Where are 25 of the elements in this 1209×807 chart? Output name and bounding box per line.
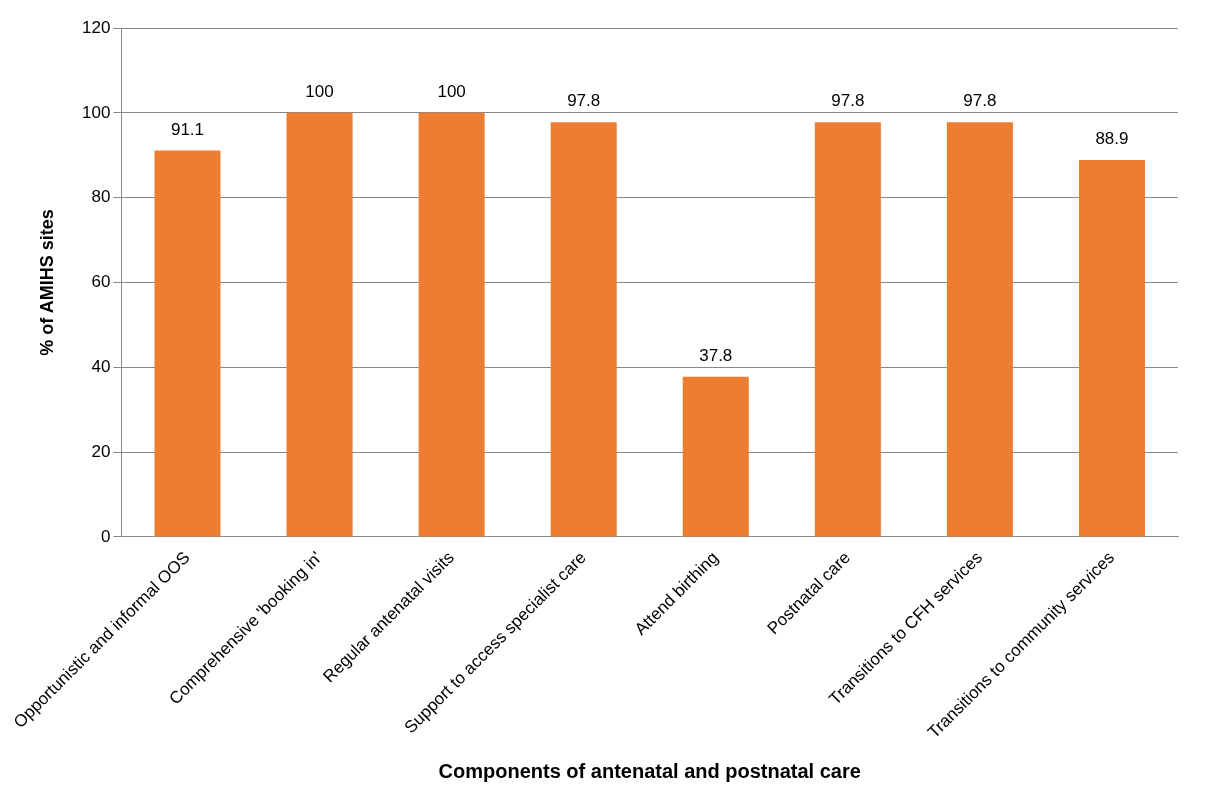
y-tick-label: 0 [100,526,111,546]
y-tick-label: 100 [82,102,111,122]
y-tick-label: 40 [91,357,111,377]
bar [418,112,485,537]
y-tick-label: 80 [91,187,111,207]
bar [154,150,221,537]
y-axis-title: % of AMIHS sites [37,209,58,356]
x-axis-title: Components of antenatal and postnatal care [438,759,861,782]
bar [814,122,881,537]
y-tick-label: 20 [91,441,111,461]
data-label: 91.1 [170,119,205,139]
data-label: 88.9 [1095,129,1129,149]
data-label: 100 [305,82,334,102]
data-label: 97.8 [831,91,865,111]
data-label: 100 [437,82,466,102]
y-tick-label: 60 [91,272,111,292]
data-label: 37.8 [699,345,733,365]
bar [946,122,1013,537]
bar [682,376,749,537]
bar [1078,159,1145,537]
data-label: 97.8 [567,91,601,111]
bar [286,112,353,537]
bar [550,122,617,537]
data-label: 97.8 [963,91,997,111]
y-tick-label: 120 [82,17,111,37]
